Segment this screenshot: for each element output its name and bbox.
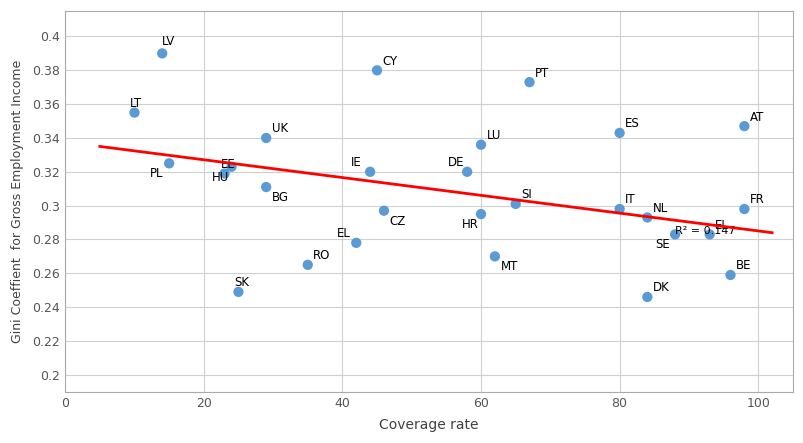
Text: IT: IT bbox=[625, 194, 635, 206]
Point bbox=[640, 293, 653, 300]
Point bbox=[613, 206, 626, 213]
Point bbox=[156, 50, 169, 57]
Text: EE: EE bbox=[220, 158, 234, 171]
Text: BE: BE bbox=[736, 260, 751, 272]
Text: LV: LV bbox=[162, 35, 175, 48]
Point bbox=[460, 168, 473, 175]
Text: DE: DE bbox=[447, 156, 463, 169]
Text: UK: UK bbox=[271, 122, 287, 136]
Point bbox=[668, 231, 681, 238]
Text: CY: CY bbox=[382, 55, 397, 68]
Point bbox=[474, 210, 487, 218]
Text: ES: ES bbox=[625, 117, 639, 130]
Point bbox=[259, 183, 272, 190]
Text: CZ: CZ bbox=[389, 214, 406, 228]
Text: HU: HU bbox=[212, 171, 229, 183]
Point bbox=[218, 170, 230, 177]
Text: SE: SE bbox=[654, 238, 670, 251]
Point bbox=[724, 272, 736, 279]
Text: AT: AT bbox=[749, 111, 764, 124]
Text: R² = 0.147: R² = 0.147 bbox=[675, 226, 735, 237]
Point bbox=[370, 67, 383, 74]
Point bbox=[259, 134, 272, 141]
Point bbox=[225, 163, 238, 170]
Text: RO: RO bbox=[313, 249, 330, 262]
Text: PT: PT bbox=[535, 66, 548, 80]
Point bbox=[703, 231, 715, 238]
Point bbox=[474, 141, 487, 148]
Text: NL: NL bbox=[652, 202, 667, 215]
Point bbox=[301, 261, 314, 268]
Text: IE: IE bbox=[350, 156, 361, 169]
Text: DK: DK bbox=[652, 281, 669, 295]
Point bbox=[349, 239, 362, 246]
Point bbox=[737, 206, 750, 213]
Text: LT: LT bbox=[130, 97, 142, 110]
Point bbox=[523, 78, 536, 85]
Text: LU: LU bbox=[486, 129, 500, 142]
Point bbox=[363, 168, 376, 175]
Text: HR: HR bbox=[461, 218, 478, 231]
Text: FR: FR bbox=[749, 194, 764, 206]
Y-axis label: Gini Coeffient  for Gross Employment Income: Gini Coeffient for Gross Employment Inco… bbox=[11, 60, 24, 343]
Text: PL: PL bbox=[149, 167, 163, 180]
Point bbox=[128, 109, 141, 116]
Text: BG: BG bbox=[271, 191, 288, 204]
Point bbox=[232, 288, 245, 295]
Text: SI: SI bbox=[520, 188, 532, 202]
Point bbox=[640, 214, 653, 221]
Text: EL: EL bbox=[715, 219, 728, 232]
Point bbox=[162, 160, 175, 167]
Point bbox=[508, 200, 521, 207]
X-axis label: Coverage rate: Coverage rate bbox=[379, 418, 479, 432]
Point bbox=[613, 129, 626, 136]
Text: MT: MT bbox=[499, 260, 517, 273]
Text: SK: SK bbox=[234, 276, 249, 289]
Point bbox=[737, 123, 750, 130]
Point bbox=[488, 253, 501, 260]
Text: EL: EL bbox=[336, 227, 350, 240]
Point bbox=[377, 207, 390, 214]
